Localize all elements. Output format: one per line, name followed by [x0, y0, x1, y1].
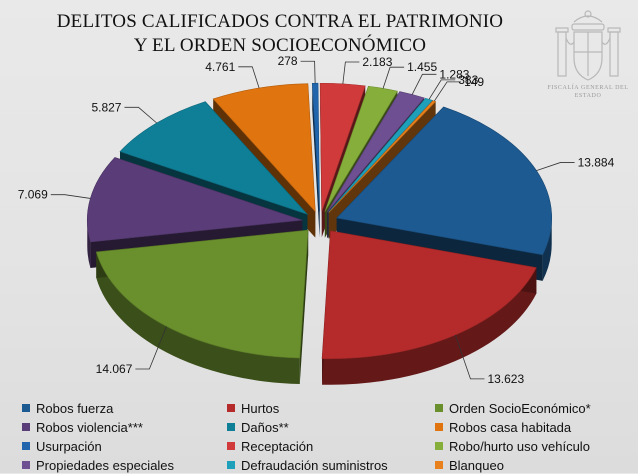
- data-label-robos-fuerza: 13.884: [578, 155, 615, 169]
- pie-slice-da-os: [119, 101, 309, 215]
- legend-item-da-os: Daños**: [227, 418, 435, 436]
- legend-swatch: [435, 442, 443, 450]
- pie-slice-side-robos-fuerza: [542, 218, 552, 281]
- legend-label: Hurtos: [241, 400, 280, 416]
- legend-label: Robos violencia***: [36, 419, 143, 435]
- leader-line-receptaci-n: [342, 61, 360, 84]
- legend-label: Propiedades especiales: [36, 457, 175, 473]
- data-label-orden-socioecon-mico: 14.067: [96, 362, 133, 376]
- data-label-defraudaci-n-suministros: 383: [458, 73, 478, 87]
- data-label-robos-casa-habitada: 4.761: [205, 60, 235, 74]
- legend-item-defraudaci-n-suministros: Defraudación suministros: [227, 456, 435, 474]
- pie-slice-side-hurtos: [322, 267, 537, 385]
- data-label-hurtos: 13.623: [487, 372, 524, 386]
- legend-swatch: [22, 461, 30, 469]
- pie-slice-robos-casa-habitada: [212, 83, 316, 213]
- legend-swatch: [227, 404, 235, 412]
- pie-slice-edge-orden-socioecon-mico-0: [299, 230, 309, 385]
- legend-swatch: [227, 442, 235, 450]
- data-label-receptaci-n: 2.183: [362, 55, 392, 69]
- legend-item-robos-fuerza: Robos fuerza: [22, 399, 227, 417]
- emblem-caption: FISCALÍA GENERAL DEL ESTADO: [547, 85, 629, 99]
- data-label-blanqueo: 149: [464, 75, 484, 89]
- legend-item-hurtos: Hurtos: [227, 399, 435, 417]
- data-label-propiedades-especiales: 1.283: [439, 67, 469, 81]
- legend-label: Defraudación suministros: [241, 457, 388, 473]
- legend-item-blanqueo: Blanqueo: [435, 456, 632, 474]
- pie-slice-orden-socioecon-mico: [95, 229, 309, 359]
- data-label-robo-hurto-uso-veh-culo: 1.455: [407, 60, 437, 74]
- chart-legend: Robos fuerza Hurtos Orden SocioEconómico* R…: [22, 399, 632, 474]
- legend-swatch: [227, 423, 235, 431]
- legend-label: Receptación: [241, 438, 314, 454]
- legend-label: Blanqueo: [449, 457, 504, 473]
- legend-label: Orden SocioEconómico*: [449, 400, 591, 416]
- chart-title-line-1: DELITOS CALIFICADOS CONTRA EL PATRIMONIO: [56, 11, 504, 32]
- leader-line-da-os: [124, 106, 157, 124]
- legend-swatch: [22, 404, 30, 412]
- data-label-da-os: 5.827: [91, 100, 121, 114]
- leader-line-robo-hurto-uso-veh-culo: [382, 66, 405, 89]
- pie-slice-side-orden-socioecon-mico: [96, 251, 300, 385]
- legend-item-robo-hurto-uso-veh-culo: Robo/hurto uso vehículo: [435, 437, 632, 455]
- legend-swatch: [22, 442, 30, 450]
- pie-slice-robos-violencia: [86, 157, 303, 243]
- leader-line-defraudaci-n-suministros: [428, 79, 456, 100]
- pie-chart: 13.884 13.623 14.067 7.069 5.827 4.761 278 2.18…: [18, 54, 615, 386]
- legend-swatch: [435, 423, 443, 431]
- data-label-robos-violencia: 7.069: [18, 188, 48, 202]
- data-label-usurpaci-n: 278: [278, 54, 298, 68]
- legend-item-orden-socioecon-mico: Orden SocioEconómico*: [435, 399, 632, 417]
- legend-swatch: [22, 423, 30, 431]
- legend-label: Robo/hurto uso vehículo: [449, 438, 590, 454]
- legend-item-robos-casa-habitada: Robos casa habitada: [435, 418, 632, 436]
- leader-line-blanqueo: [433, 81, 462, 102]
- coat-of-arms-logo: [555, 10, 621, 81]
- legend-item-robos-violencia: Robos violencia***: [22, 418, 227, 436]
- pie-slice-usurpaci-n: [311, 82, 320, 212]
- leader-line-usurpaci-n: [300, 60, 316, 84]
- leader-line-robos-violencia: [50, 194, 91, 199]
- leader-line-propiedades-especiales: [411, 73, 437, 95]
- leader-line-hurtos: [454, 334, 485, 380]
- legend-swatch: [227, 461, 235, 469]
- legend-item-propiedades-especiales: Propiedades especiales: [22, 456, 227, 474]
- legend-label: Robos fuerza: [36, 400, 114, 416]
- legend-swatch: [435, 404, 443, 412]
- chart-title-line-2: Y EL ORDEN SOCIOECONÓMICO: [133, 35, 427, 56]
- leader-line-robos-casa-habitada: [238, 66, 260, 89]
- legend-item-receptaci-n: Receptación: [227, 437, 435, 455]
- pie-slice-robo-hurto-uso-veh-culo: [324, 85, 398, 212]
- chart-title: DELITOS CALIFICADOS CONTRA EL PATRIMONIO…: [0, 10, 560, 58]
- legend-swatch: [435, 461, 443, 469]
- legend-label: Daños**: [241, 419, 289, 435]
- leader-line-orden-socioecon-mico: [135, 326, 167, 370]
- legend-label: Robos casa habitada: [449, 419, 572, 435]
- pie-slice-edge-usurpaci-n-0: [312, 83, 320, 238]
- legend-item-usurpaci-n: Usurpación: [22, 437, 227, 455]
- legend-label: Usurpación: [36, 438, 102, 454]
- pie-slice-robos-fuerza: [336, 106, 553, 256]
- leader-line-robos-fuerza: [536, 162, 575, 171]
